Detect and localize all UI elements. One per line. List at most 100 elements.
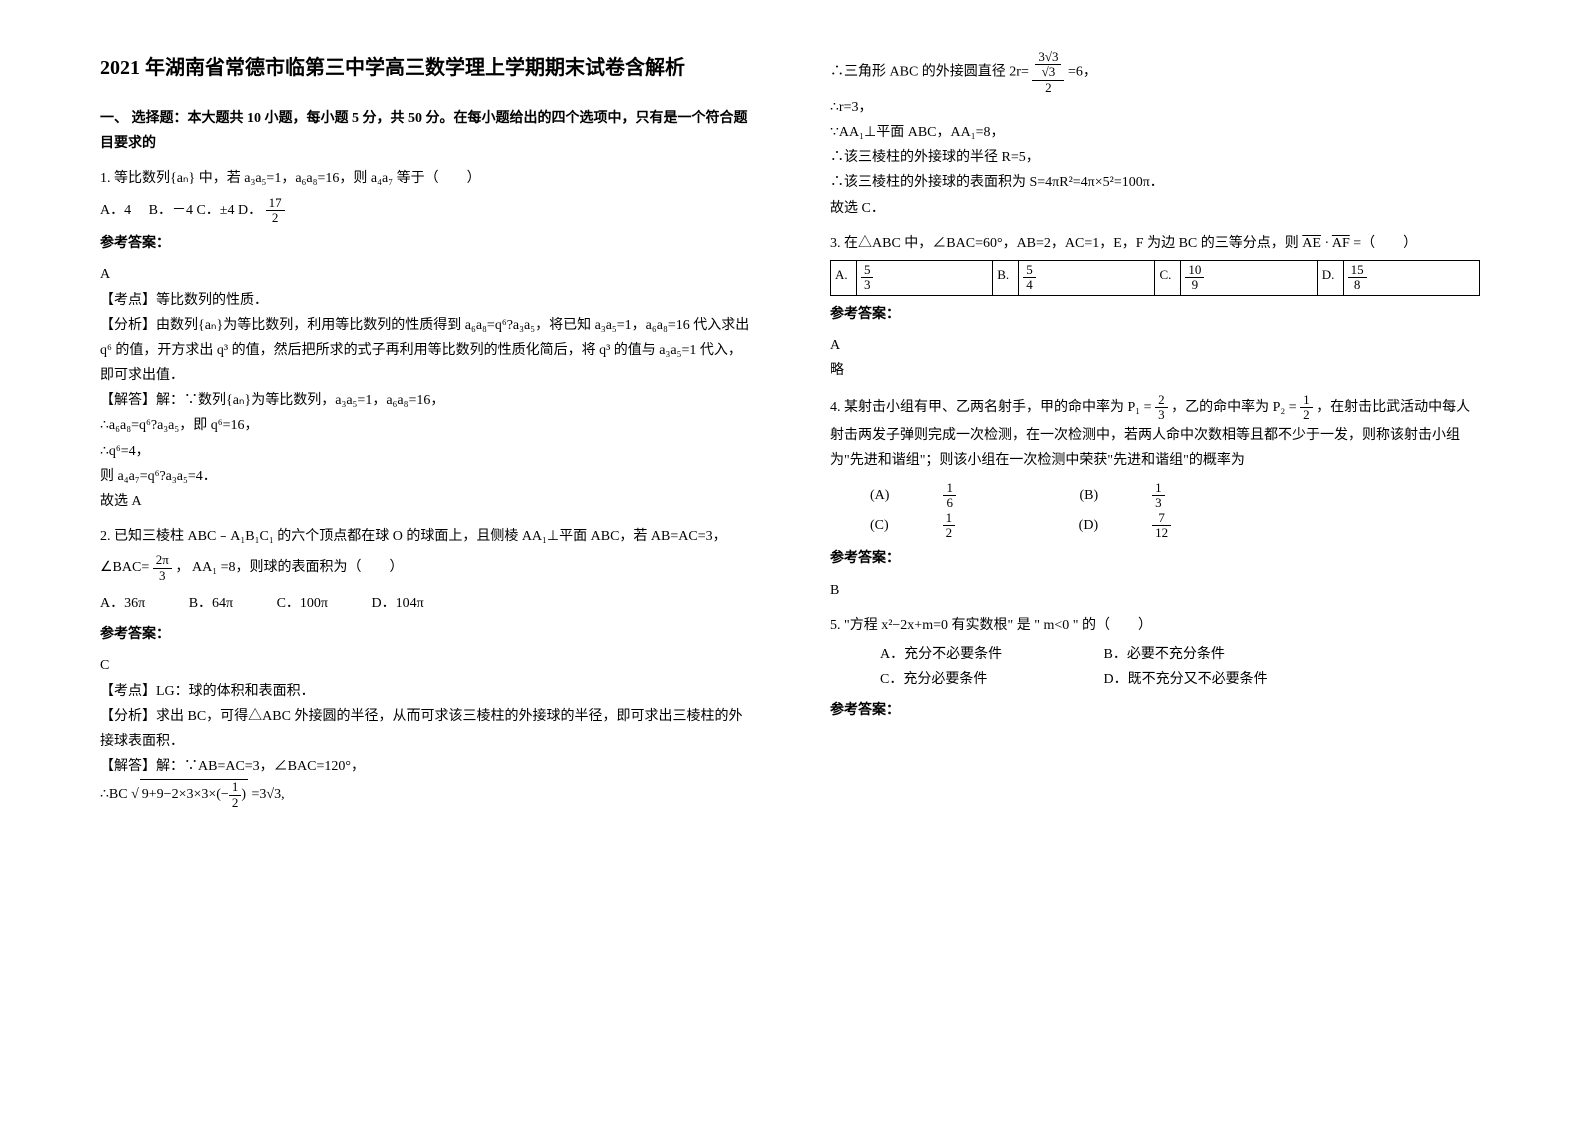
q4-options: (A) 16 (B) 13 (C) 12 (D) 712 (830, 481, 1480, 540)
q2-eq3r3: =3√3, (252, 787, 285, 802)
q5-stem: 5. "方程 x²−2x+m=0 有实数根" 是 " m<0 " 的（ ） (830, 613, 1480, 638)
q4-b: ，乙的命中率为 (1171, 400, 1269, 415)
sqrt-icon (131, 787, 139, 802)
q4oBn: 1 (1152, 481, 1165, 496)
q1-d4: ∴a₆a₈=q⁶?a₃a₅，即 q⁶=16， (100, 413, 750, 438)
q1-d1: 【考点】等比数列的性质． (100, 288, 750, 313)
q4-oB-l: (B) (1079, 483, 1098, 508)
q4oAd: 6 (943, 496, 956, 510)
q4-oB: (B) 13 (1079, 481, 1244, 511)
c2-bigfrac: 3√3 √3 2 (1032, 50, 1064, 95)
q5-C: C．充分必要条件 (880, 667, 1100, 692)
q4-p2n: 1 (1300, 393, 1313, 408)
section-heading: 一、 选择题：本大题共 10 小题，每小题 5 分，共 50 分。在每小题给出的… (100, 106, 750, 156)
q3-Bv: 54 (1023, 263, 1036, 293)
q5-eq: x²−2x+m=0 (881, 618, 948, 633)
q4-oA-l: (A) (870, 483, 889, 508)
q1-stem: 1. 等比数列{aₙ} 中，若 a₃a₅=1，a₆a₈=16，则 a₄a₇ 等于… (100, 166, 750, 191)
q3-ans: A (830, 333, 1480, 358)
q4-stem: 4. 某射击小组有甲、乙两名射手，甲的命中率为 P₁ = 23 ，乙的命中率为 … (830, 393, 1480, 473)
q2-optB: B．64π (189, 591, 233, 616)
q2-d1: 【考点】LG：球的体积和表面积． (100, 679, 750, 704)
q4oCn: 1 (943, 511, 956, 526)
q3-stem: 3. 在△ABC 中，∠BAC=60°，AB=2，AC=1，E，F 为边 BC … (830, 231, 1480, 256)
c2-l4: ∴该三棱柱的外接球的半径 R=5， (830, 145, 1480, 170)
q3-Bn: 5 (1023, 263, 1036, 278)
q3-An: 5 (861, 263, 874, 278)
q1-frac: 17 2 (266, 196, 285, 226)
q2-d3: 【解答】解：∵AB=AC=3，∠BAC=120°， (100, 754, 750, 779)
q1-options: A．4 B．－4 C．±4 D． 17 2 (100, 196, 750, 226)
vec-af: AF (1332, 236, 1350, 251)
q3-Dv: 158 (1348, 263, 1367, 293)
q4-p2d: 2 (1300, 408, 1313, 422)
q5-a: 5. "方程 (830, 618, 878, 633)
q4-oA: (A) 16 (870, 481, 1036, 511)
q2-bc-pre: ∴BC (100, 787, 128, 802)
q3-Ad: 3 (861, 278, 874, 292)
vec-ae: AE (1302, 236, 1321, 251)
q4oBd: 3 (1152, 496, 1165, 510)
q4-p1d: 3 (1155, 408, 1168, 422)
q3-Bd: 4 (1023, 278, 1036, 292)
c2-fd: √3 (1035, 65, 1061, 79)
c2-l1-pre: ∴三角形 ABC 的外接圆直径 2r= (830, 65, 1029, 80)
q1-ans: A (100, 262, 750, 287)
q4oAn: 1 (943, 481, 956, 496)
q2-bc: ∴BC 9+9−2×3×3×(−12) =3√3, (100, 779, 750, 810)
q4-oD: (D) 712 (1079, 511, 1251, 541)
q3-Cn: 10 (1185, 263, 1204, 278)
c2-eq6: =6， (1068, 65, 1097, 80)
doc-title: 2021 年湖南省常德市临第三中学高三数学理上学期期末试卷含解析 (100, 50, 750, 86)
q3-C: C. (1159, 267, 1171, 282)
c2-l5: ∴该三棱柱的外接球的表面积为 S=4πR²=4π×5²=100π． (830, 170, 1480, 195)
q4-p2f: 12 (1300, 393, 1313, 423)
q5-b: 有实数根" 是 " (952, 618, 1040, 633)
q2-options: A．36π B．64π C．100π D．104π (100, 591, 750, 616)
q2-sc: ) (241, 787, 246, 802)
c2-fn: 3√3 (1035, 50, 1061, 65)
q2-optD: D．104π (372, 591, 424, 616)
q4oDd: 12 (1152, 526, 1171, 540)
q1-frac-den: 2 (266, 211, 285, 225)
q5-ans-label: 参考答案： (830, 698, 1480, 723)
q4-ans-label: 参考答案： (830, 546, 1480, 571)
q1-d5: ∴q⁶=4， (100, 439, 750, 464)
c2-l3: ∵AA₁⊥平面 ABC，AA₁=8， (830, 120, 1480, 145)
q2-stem-a: 2. 已知三棱柱 ABC﹣A₁B₁C₁ 的六个顶点都在球 O 的球面上，且侧棱 … (100, 524, 750, 549)
q4-oC: (C) 12 (870, 511, 1035, 541)
q2-aa1v: =8，则球的表面积为（ ） (221, 560, 404, 575)
q3-omit: 略 (830, 358, 1480, 383)
dot: · (1324, 236, 1329, 251)
q3-Dd: 8 (1348, 278, 1367, 292)
c2-bf-inner: 3√3 √3 (1035, 50, 1061, 80)
q2-f1n: 2π (153, 553, 172, 568)
q4-p1n: 2 (1155, 393, 1168, 408)
q2-frac1: 2π 3 (153, 553, 172, 583)
c2-bf-top: 3√3 √3 (1032, 50, 1064, 81)
q3-Av: 53 (861, 263, 874, 293)
q2-hd: 2 (229, 796, 242, 810)
q4-p1eq: = (1144, 400, 1152, 415)
q5-A: A．充分不必要条件 (880, 642, 1100, 667)
q3-ans-label: 参考答案： (830, 302, 1480, 327)
q1-d6: 则 a₄a₇=q⁶?a₃a₅=4． (100, 464, 750, 489)
q1-frac-num: 17 (266, 196, 285, 211)
q2-sqrt: 9+9−2×3×3×(−12) (140, 779, 248, 810)
column-left: 2021 年湖南省常德市临第三中学高三数学理上学期期末试卷含解析 一、 选择题：… (100, 50, 750, 810)
q1-optD-pre: D． (238, 203, 262, 218)
q4-oC-l: (C) (870, 513, 889, 538)
q2-f1d: 3 (153, 569, 172, 583)
q2-half: 12 (229, 780, 242, 810)
q5-D: D．既不充分又不必要条件 (1104, 672, 1268, 687)
q4oCd: 2 (943, 526, 956, 540)
q2-optA: A．36π (100, 591, 145, 616)
q4-oD-f: 712 (1152, 511, 1211, 541)
q2-hn: 1 (229, 780, 242, 795)
q5-B: B．必要不充分条件 (1104, 647, 1225, 662)
q3-Cd: 9 (1185, 278, 1204, 292)
q3-eq: =（ ） (1353, 236, 1417, 251)
page: 2021 年湖南省常德市临第三中学高三数学理上学期期末试卷含解析 一、 选择题：… (0, 0, 1587, 860)
q2-ans-label: 参考答案： (100, 622, 750, 647)
q3-Cv: 109 (1185, 263, 1204, 293)
